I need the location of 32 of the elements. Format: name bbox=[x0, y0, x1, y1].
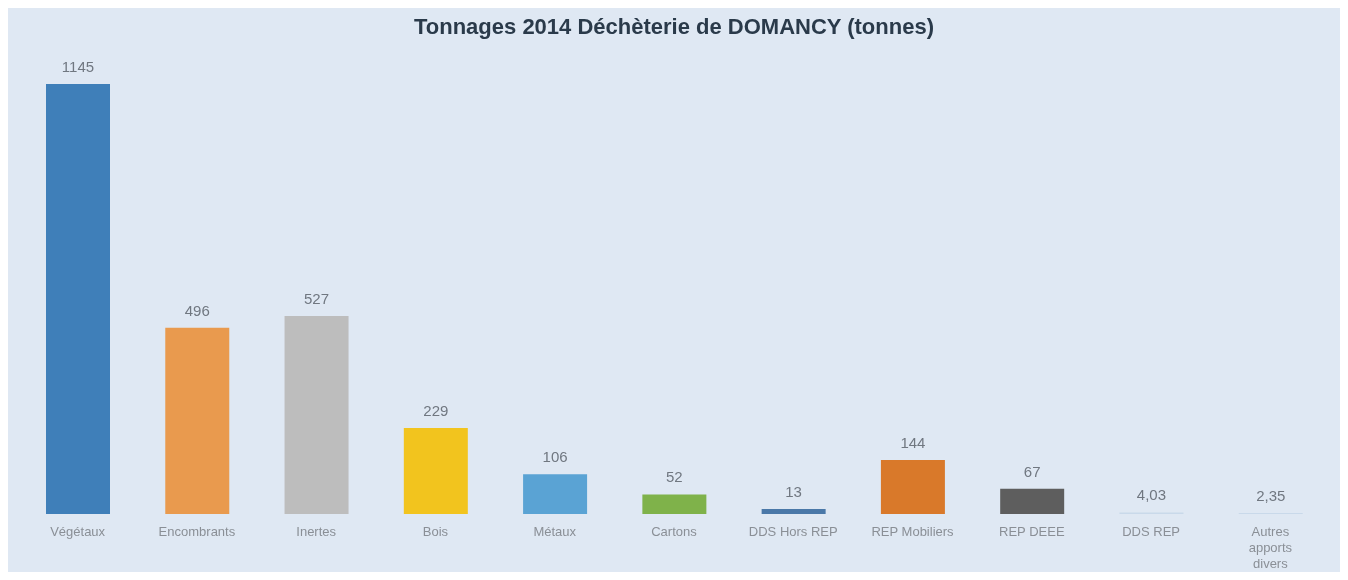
bar bbox=[880, 459, 945, 514]
x-tick-label: REP DEEE bbox=[999, 524, 1065, 539]
bar bbox=[284, 316, 349, 514]
x-tick-label: Bois bbox=[422, 524, 449, 539]
data-label: 106 bbox=[542, 448, 568, 466]
bar bbox=[523, 474, 588, 514]
x-tick-label: REP Mobiliers bbox=[871, 524, 955, 539]
data-label: 496 bbox=[184, 301, 210, 319]
bar bbox=[761, 509, 826, 514]
data-label: 229 bbox=[423, 402, 449, 419]
data-label: 527 bbox=[304, 290, 330, 308]
bar bbox=[165, 327, 230, 514]
x-tick-label: Métaux bbox=[533, 524, 577, 539]
data-label: 2,35 bbox=[1256, 487, 1286, 505]
chart-title: Tonnages 2014 Déchèterie de DOMANCY (tonnes) bbox=[413, 13, 935, 41]
data-label: 4,03 bbox=[1136, 486, 1167, 504]
bar bbox=[1000, 488, 1065, 514]
data-label: 67 bbox=[1023, 462, 1041, 480]
x-tick-label: Autres apports divers bbox=[1248, 524, 1293, 571]
bar bbox=[46, 84, 110, 514]
x-tick-label: Inertes bbox=[296, 524, 337, 539]
x-tick-label: DDS Hors REP bbox=[748, 524, 838, 539]
x-tick-label: Encombrants bbox=[158, 524, 236, 539]
x-tick-label: Végétaux bbox=[50, 524, 106, 539]
bar bbox=[642, 494, 707, 514]
data-label: 1145 bbox=[61, 58, 95, 75]
x-tick-label: Cartons bbox=[651, 524, 698, 539]
data-label: 144 bbox=[900, 433, 926, 451]
bar bbox=[403, 428, 468, 514]
data-label: 13 bbox=[785, 483, 802, 501]
data-label: 52 bbox=[666, 468, 683, 486]
x-tick-label: DDS REP bbox=[1122, 524, 1180, 539]
